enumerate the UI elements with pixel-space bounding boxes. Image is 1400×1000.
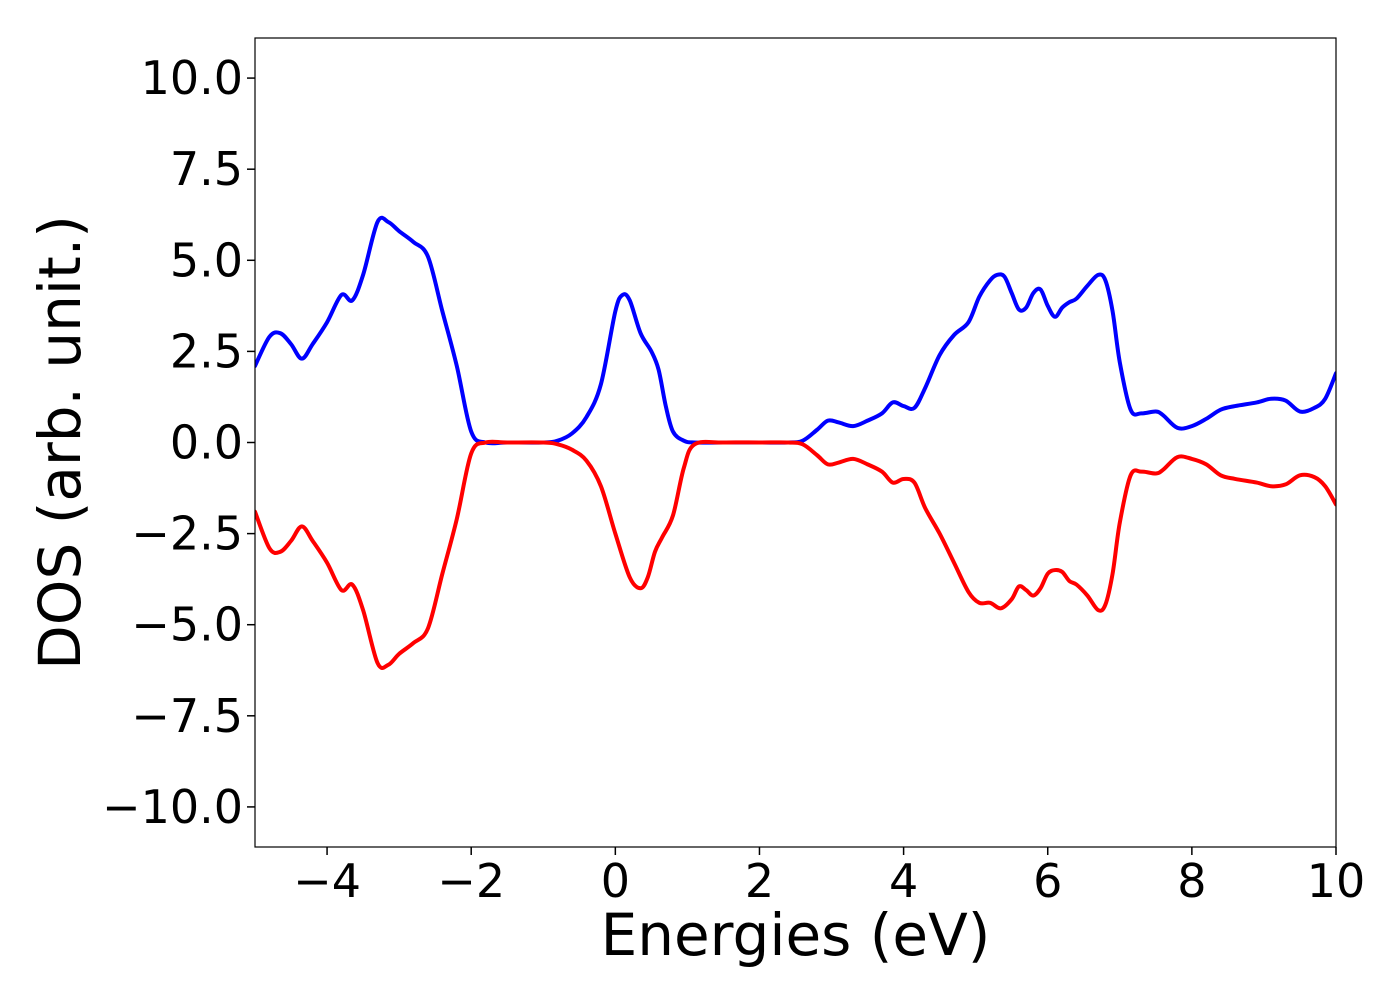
y-axis-label: DOS (arb. unit.): [26, 215, 94, 670]
x-tick-label: 6: [1033, 854, 1062, 908]
y-tick-label: −2.5: [131, 507, 243, 561]
y-tick-label: 0.0: [170, 416, 243, 470]
x-tick-label: −4: [293, 854, 361, 908]
x-tick-label: 0: [601, 854, 630, 908]
x-tick-label: 8: [1177, 854, 1206, 908]
series-layer: [255, 215, 1336, 670]
y-tick-label: 5.0: [170, 233, 243, 287]
y-tick-label: −7.5: [131, 689, 243, 743]
x-tick-label: −2: [437, 854, 505, 908]
y-axis: 10.0 7.5 5.0 2.5 0.0 −2.5 −5.0 −7.5 −10.0: [102, 51, 255, 834]
y-tick-label: 7.5: [170, 142, 243, 196]
y-tick-label: 10.0: [141, 51, 243, 105]
x-tick-label: 4: [889, 854, 918, 908]
dos-series-line-up: [255, 215, 1336, 446]
x-axis: −4 −2 0 2 4 6 8 10: [293, 847, 1365, 908]
x-tick-label: 10: [1307, 854, 1366, 908]
x-tick-label: 2: [745, 854, 774, 908]
y-tick-label: 2.5: [170, 324, 243, 378]
y-tick-label: −10.0: [102, 780, 243, 834]
dos-series-line-down: [255, 439, 1336, 670]
x-axis-label: Energies (eV): [601, 901, 991, 969]
y-tick-label: −5.0: [131, 598, 243, 652]
